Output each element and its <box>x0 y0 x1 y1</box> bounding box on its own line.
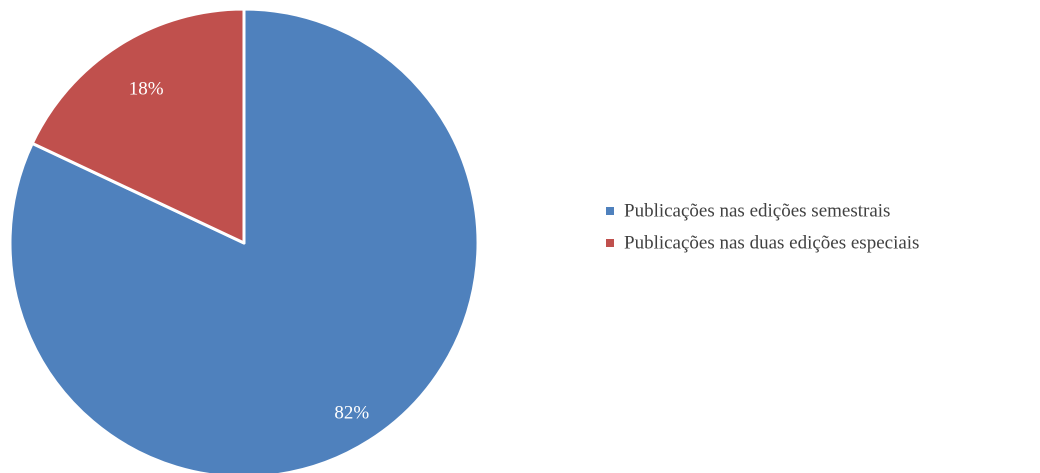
legend-label-2: Publicações nas duas edições especiais <box>624 233 919 254</box>
legend-swatch-2 <box>606 239 614 247</box>
pie-data-labels: 82% 18% <box>129 78 370 423</box>
legend: Publicações nas edições semestrais Public… <box>606 201 919 254</box>
legend-swatch-1 <box>606 207 614 215</box>
pie-slice-2 <box>30 7 246 245</box>
data-label-1: 82% <box>334 402 369 423</box>
legend-label-1: Publicações nas edições semestrais <box>624 201 890 222</box>
data-label-2: 18% <box>129 78 164 99</box>
pie-slices <box>8 7 480 473</box>
